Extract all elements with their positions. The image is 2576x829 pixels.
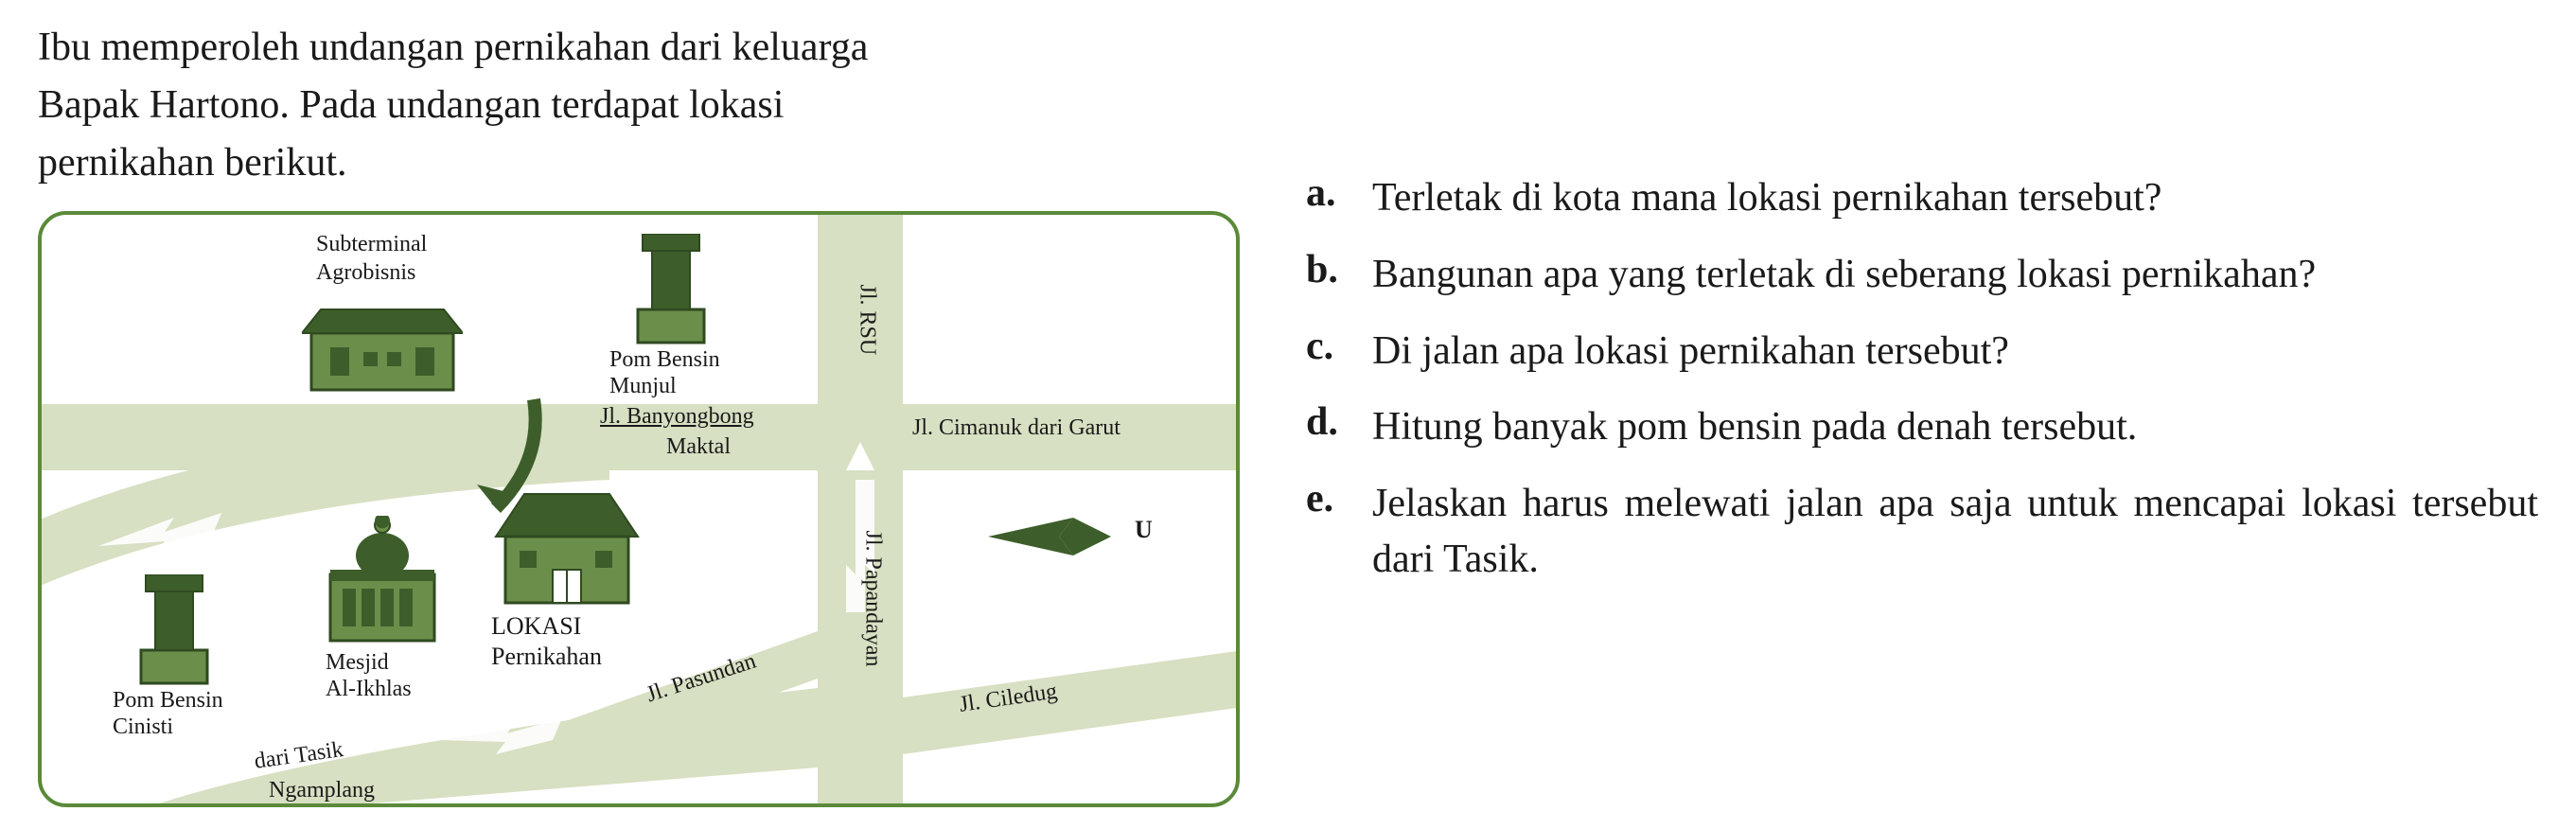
label-lokasi-2: Pernikahan (491, 643, 602, 671)
pom-munjul-icon (628, 234, 714, 352)
question-label-e: e. (1306, 476, 1372, 521)
label-ngamplang: Ngamplang (269, 778, 375, 803)
question-text-d: Hitung banyak pom bensin pada denah ters… (1372, 399, 2137, 455)
question-d: d. Hitung banyak pom bensin pada denah t… (1306, 399, 2538, 455)
map-container: Subterminal Agrobisnis Pom Bensin Munjul… (38, 211, 1240, 807)
question-b: b. Bangunan apa yang terletak di seberan… (1306, 247, 2538, 303)
subterminal-building (302, 295, 463, 404)
intro-line-1: Ibu memperoleh undangan pernikahan dari … (38, 26, 868, 69)
question-e: e. Jelaskan harus melewati jalan apa saj… (1306, 476, 2538, 588)
question-label-d: d. (1306, 399, 1372, 445)
question-label-c: c. (1306, 324, 1372, 369)
right-column: a. Terletak di kota mana lokasi pernikah… (1249, 19, 2538, 810)
label-pom-munjul-2: Munjul (609, 374, 677, 399)
label-pom-munjul-1: Pom Bensin (609, 347, 720, 373)
question-c: c. Di jalan apa lokasi pernikahan terseb… (1306, 324, 2538, 379)
question-text-c: Di jalan apa lokasi pernikahan tersebut? (1372, 324, 2009, 379)
question-label-a: a. (1306, 170, 1372, 216)
label-papandayan: Jl. Papandayan (860, 530, 886, 666)
label-compass-u: U (1135, 516, 1153, 544)
label-rsu: Jl. RSU (855, 284, 880, 355)
compass-icon (988, 499, 1120, 579)
question-label-b: b. (1306, 247, 1372, 292)
question-text-a: Terletak di kota mana lokasi pernikahan … (1372, 170, 2161, 226)
question-text-b: Bangunan apa yang terletak di seberang l… (1372, 247, 2316, 303)
label-mesjid-1: Mesjid (326, 650, 389, 676)
intro-line-3: pernikahan berikut. (38, 141, 347, 185)
question-a: a. Terletak di kota mana lokasi pernikah… (1306, 170, 2538, 226)
pom-cinisti-icon (132, 574, 217, 693)
label-pom-cinisti-1: Pom Bensin (113, 688, 223, 714)
question-text-e: Jelaskan harus melewati jalan apa saja u… (1372, 476, 2538, 588)
intro-paragraph: Ibu memperoleh undangan pernikahan dari … (38, 19, 1249, 192)
mesjid-icon (316, 499, 449, 655)
label-subterminal-2: Agrobisnis (316, 260, 415, 286)
lokasi-building (486, 485, 647, 622)
label-subterminal-1: Subterminal (316, 232, 427, 257)
label-cimanuk: Jl. Cimanuk dari Garut (912, 415, 1120, 441)
label-maktal: Maktal (666, 434, 731, 460)
left-column: Ibu memperoleh undangan pernikahan dari … (38, 19, 1249, 810)
label-banyongbong: Jl. Banyongbong (600, 404, 754, 430)
label-pom-cinisti-2: Cinisti (113, 714, 173, 740)
label-mesjid-2: Al-Ikhlas (326, 677, 412, 702)
label-lokasi-1: LOKASI (491, 612, 581, 641)
intro-line-2: Bapak Hartono. Pada undangan terdapat lo… (38, 83, 784, 127)
